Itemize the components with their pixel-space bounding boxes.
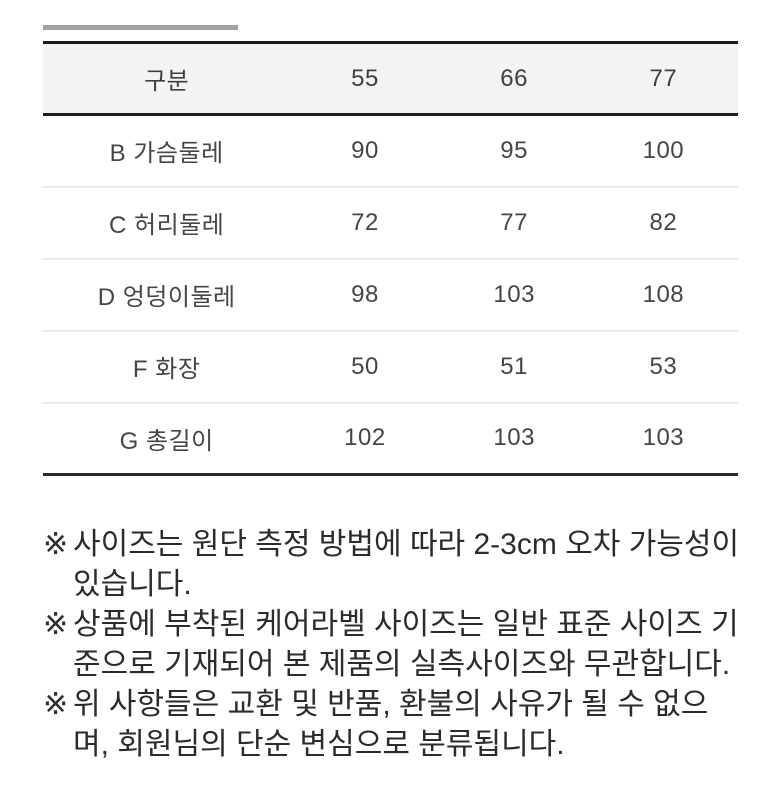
- size-value: 103: [439, 257, 589, 331]
- reference-mark-icon: ※: [43, 528, 69, 561]
- size-value: 103: [588, 401, 738, 475]
- size-value: 102: [290, 401, 440, 475]
- size-value: 95: [500, 136, 528, 164]
- size-table: 구분 55 66 77 B 가슴둘레 90 95 100 C 허리둘레 72 7…: [43, 41, 738, 476]
- size-value: 98: [290, 257, 440, 331]
- notes-section: ※ 사이즈는 원단 측정 방법에 따라 2-3cm 오차 가능성이 있습니다. …: [43, 525, 743, 765]
- table-row-chest: B 가슴둘레 90 95 100: [43, 115, 738, 187]
- size-value: 72: [290, 185, 440, 259]
- table-accent-bar: [43, 25, 238, 30]
- row-label: B 가슴둘레: [109, 140, 224, 168]
- note-text: 상품에 부착된 케어라벨 사이즈는 일반 표준 사이즈 기준으로 기재되어 본 …: [73, 608, 739, 681]
- size-value: 100: [642, 136, 685, 164]
- note-item-care-label: ※ 상품에 부착된 케어라벨 사이즈는 일반 표준 사이즈 기준으로 기재되어 …: [43, 605, 743, 685]
- reference-mark-icon: ※: [43, 608, 69, 641]
- header-cell-size-66: 66: [439, 42, 589, 116]
- table-row-total-length: G 총길이 102 103 103: [43, 401, 738, 475]
- table-header-row: 구분 55 66 77: [43, 42, 738, 116]
- size-value: 82: [588, 185, 738, 259]
- size-value: 51: [439, 329, 589, 403]
- note-item-return-policy: ※ 위 사항들은 교환 및 반품, 환불의 사유가 될 수 없으며, 회원님의 …: [43, 685, 743, 765]
- size-value: 108: [588, 257, 738, 331]
- note-text: 사이즈는 원단 측정 방법에 따라 2-3cm 오차 가능성이 있습니다.: [73, 528, 740, 601]
- row-label: D 엉덩이둘레: [43, 257, 291, 331]
- table-row-waist: C 허리둘레 72 77 82: [43, 185, 738, 259]
- row-label: G 총길이: [43, 401, 291, 475]
- note-text: 위 사항들은 교환 및 반품, 환불의 사유가 될 수 없으며, 회원님의 단순…: [73, 688, 709, 761]
- table-row-sleeve: F 화장 50 51 53: [43, 329, 738, 403]
- row-label: F 화장: [43, 329, 291, 403]
- size-value: 53: [588, 329, 738, 403]
- size-value: 77: [439, 185, 589, 259]
- size-value: 103: [439, 401, 589, 475]
- note-item-measurement-tolerance: ※ 사이즈는 원단 측정 방법에 따라 2-3cm 오차 가능성이 있습니다.: [43, 525, 743, 605]
- header-cell-size-55: 55: [290, 42, 440, 116]
- size-value: 50: [290, 329, 440, 403]
- header-cell-category: 구분: [43, 42, 291, 116]
- header-cell-size-77: 77: [588, 42, 738, 116]
- size-value: 90: [351, 136, 379, 164]
- row-label: C 허리둘레: [43, 185, 291, 259]
- reference-mark-icon: ※: [43, 688, 69, 721]
- table-row-hip: D 엉덩이둘레 98 103 108: [43, 257, 738, 331]
